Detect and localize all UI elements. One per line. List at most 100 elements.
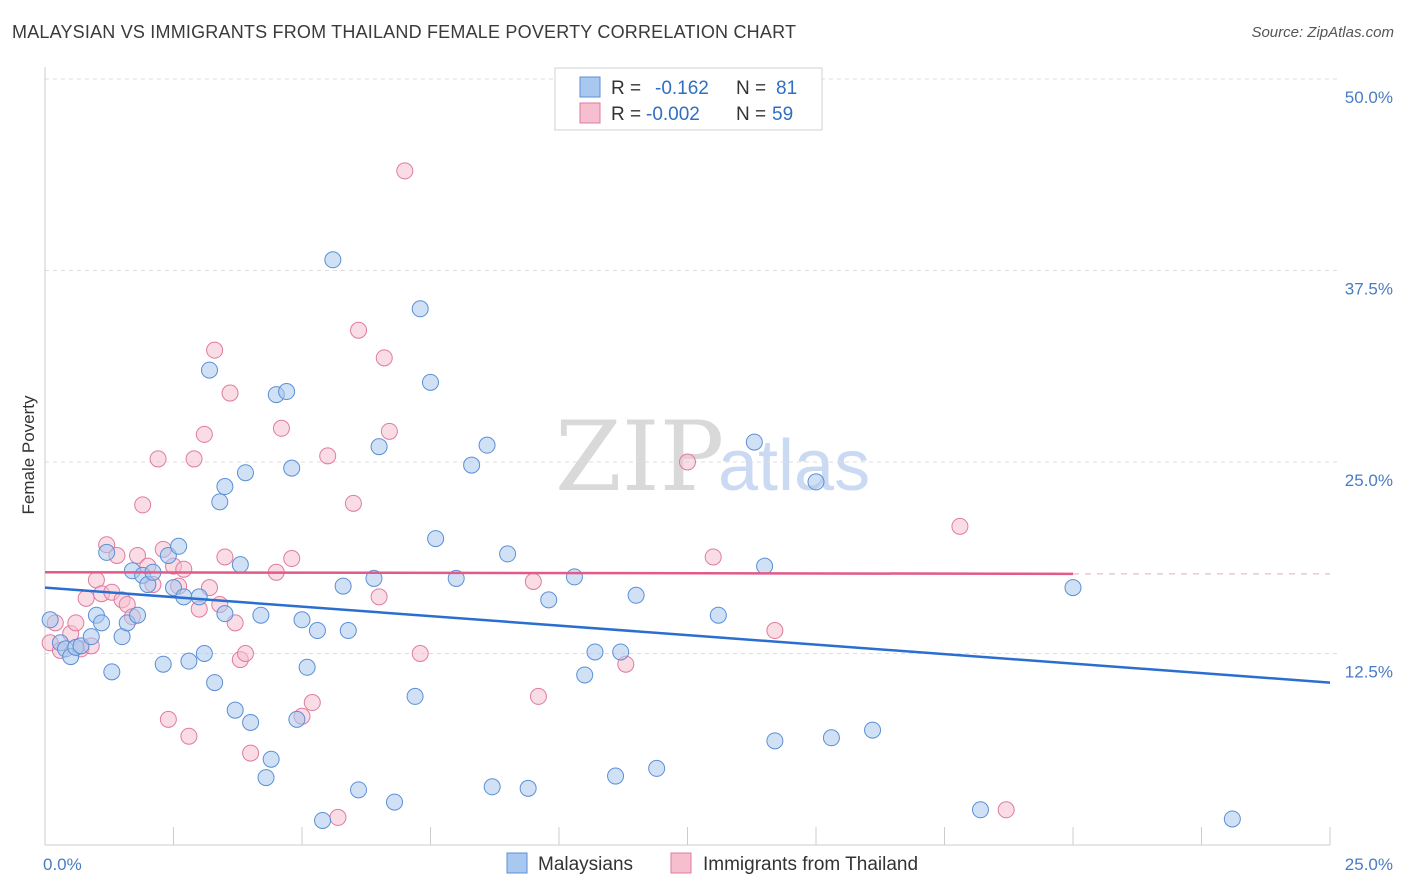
legend-swatch-malaysians bbox=[579, 76, 601, 98]
malaysians-point bbox=[519, 779, 537, 797]
thailand-point bbox=[216, 548, 234, 566]
legend-r-value: -0.002 bbox=[646, 104, 700, 125]
y-tick-label: 12.5% bbox=[1345, 663, 1393, 682]
thailand-point bbox=[272, 419, 290, 437]
bottom-legend-swatch-thailand bbox=[670, 852, 692, 874]
thailand-point bbox=[77, 589, 95, 607]
malaysians-point bbox=[288, 710, 306, 728]
watermark-atlas: atlas bbox=[718, 426, 870, 506]
malaysians-point bbox=[262, 750, 280, 768]
thailand-point bbox=[766, 622, 784, 640]
thailand-point bbox=[951, 517, 969, 535]
thailand-trend-line bbox=[44, 571, 1074, 576]
legend-n-label: N = bbox=[736, 104, 766, 125]
thailand-point bbox=[679, 453, 696, 471]
thailand-point bbox=[221, 384, 239, 402]
malaysians-point bbox=[252, 606, 270, 624]
series-malaysians-points bbox=[41, 251, 1241, 829]
malaysians-point bbox=[1064, 579, 1082, 597]
malaysians-point bbox=[41, 611, 59, 629]
malaysians-point bbox=[324, 251, 342, 269]
malaysians-point bbox=[365, 569, 383, 587]
malaysians-point bbox=[170, 537, 188, 555]
malaysians-point bbox=[293, 611, 311, 629]
malaysians-point bbox=[103, 663, 121, 681]
malaysians-point bbox=[447, 569, 465, 587]
legend-n-value: 59 bbox=[772, 104, 793, 125]
malaysians-point bbox=[612, 643, 630, 661]
malaysians-point bbox=[607, 767, 625, 785]
thailand-point bbox=[380, 422, 398, 440]
malaysians-point bbox=[226, 701, 244, 719]
malaysians-point bbox=[709, 606, 727, 624]
malaysians-point bbox=[257, 769, 275, 787]
y-axis-label: Female Poverty bbox=[19, 395, 38, 515]
series-legend: Malaysians Immigrants from Thailand bbox=[506, 852, 918, 875]
thailand-point bbox=[344, 494, 362, 512]
malaysians-point bbox=[370, 438, 388, 456]
malaysians-point bbox=[411, 300, 429, 318]
malaysians-point bbox=[236, 464, 254, 482]
malaysians-point bbox=[463, 456, 481, 474]
thailand-point bbox=[134, 496, 152, 514]
malaysians-point bbox=[283, 459, 301, 477]
malaysians-point bbox=[540, 591, 558, 609]
thailand-point bbox=[185, 450, 203, 468]
chart-title: MALAYSIAN VS IMMIGRANTS FROM THAILAND FE… bbox=[12, 22, 797, 42]
x-tick-label: 25.0% bbox=[1345, 855, 1393, 874]
thailand-point bbox=[375, 349, 393, 367]
thailand-point bbox=[206, 341, 224, 359]
malaysians-point bbox=[822, 729, 840, 747]
bottom-legend-malaysians: Malaysians bbox=[538, 854, 633, 875]
thailand-point bbox=[319, 447, 337, 465]
thailand-point bbox=[175, 560, 193, 578]
malaysians-point bbox=[242, 713, 260, 731]
axes bbox=[44, 67, 1331, 846]
malaysians-point bbox=[971, 801, 989, 819]
malaysians-point bbox=[478, 436, 496, 454]
malaysians-point bbox=[766, 732, 784, 750]
thailand-point bbox=[195, 425, 213, 443]
thailand-point bbox=[303, 694, 321, 712]
legend-n-value: 81 bbox=[776, 78, 797, 99]
malaysians-point bbox=[129, 606, 147, 624]
watermark: ZIP atlas bbox=[555, 401, 870, 513]
malaysians-point bbox=[483, 778, 501, 796]
thailand-point bbox=[524, 572, 542, 590]
tick-labels: 12.5% 25.0% 37.5% 50.0% 0.0% 25.0% bbox=[43, 88, 1393, 874]
thailand-point bbox=[283, 550, 301, 568]
malaysians-point bbox=[82, 628, 100, 646]
legend-n-label: N = bbox=[736, 78, 766, 99]
malaysians-point bbox=[93, 614, 111, 632]
malaysians-point bbox=[386, 793, 404, 811]
malaysians-point bbox=[154, 655, 172, 673]
malaysians-point bbox=[565, 568, 583, 586]
malaysians-point bbox=[807, 473, 825, 491]
malaysians-point bbox=[216, 478, 234, 496]
malaysians-trend-line bbox=[44, 586, 1331, 684]
malaysians-point bbox=[350, 781, 368, 799]
malaysians-point bbox=[308, 622, 326, 640]
malaysians-point bbox=[406, 687, 424, 705]
malaysians-point bbox=[422, 373, 439, 391]
malaysians-point bbox=[211, 493, 229, 511]
thailand-point bbox=[411, 645, 429, 662]
malaysians-point bbox=[216, 605, 234, 623]
thailand-point bbox=[396, 162, 414, 180]
malaysians-point bbox=[627, 586, 645, 604]
malaysians-point bbox=[98, 543, 116, 561]
bottom-legend-thailand: Immigrants from Thailand bbox=[703, 854, 918, 875]
malaysians-point bbox=[298, 658, 316, 676]
thailand-point bbox=[236, 645, 254, 662]
malaysians-point bbox=[864, 721, 882, 739]
malaysians-point bbox=[200, 361, 218, 379]
thailand-point bbox=[997, 801, 1015, 819]
thailand-point bbox=[67, 614, 85, 632]
malaysians-point bbox=[278, 383, 296, 401]
malaysians-point bbox=[180, 652, 198, 670]
thailand-point bbox=[242, 744, 260, 762]
malaysians-point bbox=[648, 759, 666, 777]
correlation-legend: R = -0.162 N = 81 R = -0.002 N = 59 bbox=[554, 67, 823, 131]
malaysians-point bbox=[314, 811, 332, 829]
y-tick-label: 25.0% bbox=[1345, 471, 1393, 490]
